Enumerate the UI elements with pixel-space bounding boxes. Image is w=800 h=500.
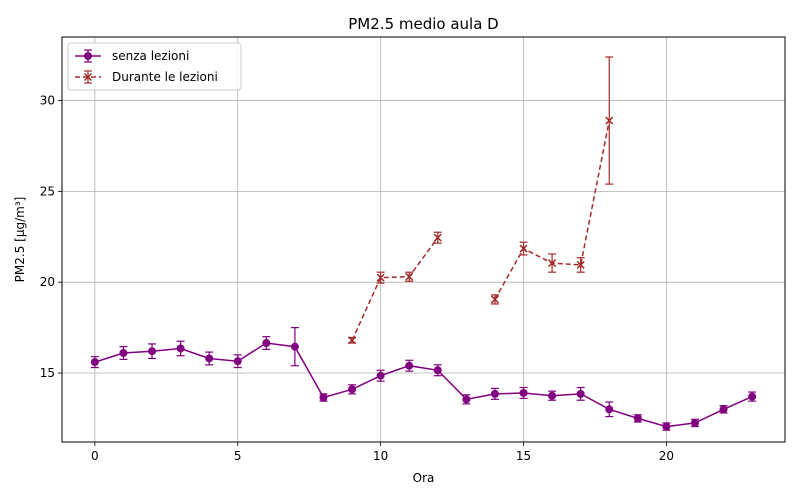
x-tick-label: 5	[234, 449, 242, 463]
legend-item-durante-le-lezioni: Durante le lezioni	[75, 70, 218, 84]
chart-title: PM2.5 medio aula D	[348, 15, 498, 33]
data-point	[176, 344, 185, 353]
x-tick-label: 15	[516, 449, 531, 463]
data-point	[376, 371, 385, 380]
x-tick-label: 20	[659, 449, 674, 463]
data-point	[748, 392, 757, 401]
data-point	[205, 354, 214, 363]
data-point	[548, 391, 557, 400]
x-axis-label: Ora	[413, 471, 435, 485]
legend-item-senza-lezioni: senza lezioni	[75, 49, 189, 63]
data-point	[376, 273, 385, 282]
data-point	[405, 272, 414, 281]
y-tick-label: 15	[40, 366, 55, 380]
data-point	[405, 361, 414, 370]
y-axis-label: PM2.5 [µg/m³]	[13, 197, 27, 283]
legend-label-durante-le-lezioni: Durante le lezioni	[112, 70, 218, 84]
data-point	[119, 349, 128, 358]
data-point	[290, 342, 299, 351]
x-tick-label: 10	[373, 449, 388, 463]
data-point	[490, 389, 499, 398]
y-tick-label: 25	[40, 184, 55, 198]
data-point	[490, 295, 499, 304]
series-0	[90, 326, 757, 431]
legend-marker-senza-lezioni	[84, 52, 92, 60]
data-point	[605, 116, 614, 125]
x-tick-label: 0	[91, 449, 99, 463]
legend-box	[67, 42, 242, 91]
data-point	[662, 422, 671, 431]
legend-marker-durante-le-lezioni	[83, 72, 93, 82]
data-point	[576, 389, 585, 398]
series-layer	[90, 56, 757, 431]
data-point	[690, 418, 699, 427]
data-point	[519, 388, 528, 397]
data-point	[719, 405, 728, 414]
data-point	[433, 366, 442, 375]
data-point	[348, 385, 357, 394]
data-point	[633, 414, 642, 423]
plot-frame	[61, 36, 786, 443]
data-point	[462, 395, 471, 404]
data-point	[348, 336, 357, 345]
series-1	[348, 56, 614, 345]
legend: senza lezioni Durante le lezioni	[67, 42, 242, 91]
data-point	[233, 357, 242, 366]
grid	[62, 37, 785, 442]
data-point	[319, 393, 328, 402]
data-point	[519, 244, 528, 253]
data-point	[148, 347, 157, 356]
data-point	[548, 259, 557, 268]
y-tick-label: 30	[40, 94, 55, 108]
data-point	[576, 260, 585, 269]
y-tick-label: 20	[40, 275, 55, 289]
series-line	[94, 342, 753, 428]
data-point	[433, 233, 442, 242]
ticks: 0 5 10 15 20 15 20 25 30	[40, 94, 674, 463]
legend-label-senza-lezioni: senza lezioni	[112, 49, 189, 63]
data-point	[605, 405, 614, 414]
data-point	[262, 339, 271, 348]
data-point	[90, 358, 99, 367]
